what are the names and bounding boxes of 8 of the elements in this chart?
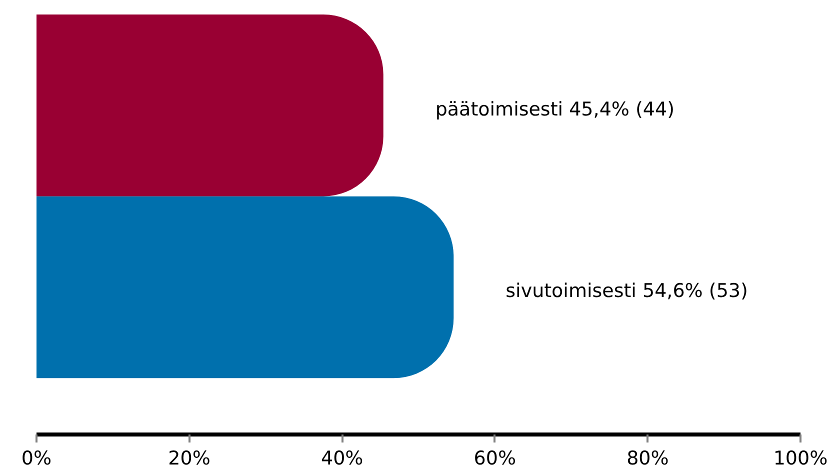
x-tick-label: 0% xyxy=(21,448,52,470)
x-tick-label: 60% xyxy=(474,448,516,470)
x-tick-label: 20% xyxy=(168,448,210,470)
x-tick-label: 100% xyxy=(773,448,828,470)
x-tick-label: 40% xyxy=(320,448,364,470)
data-label: sivutoimisesti 54,6% (53) xyxy=(506,280,748,302)
x-tick-label: 80% xyxy=(626,448,669,470)
data-label: päätoimisesti 45,4% (44) xyxy=(435,98,675,120)
